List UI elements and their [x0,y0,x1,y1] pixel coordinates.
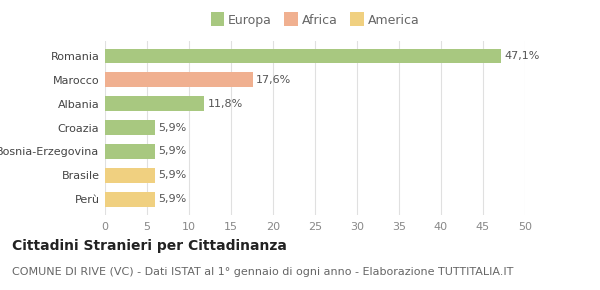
Text: 5,9%: 5,9% [158,194,186,204]
Text: 5,9%: 5,9% [158,146,186,157]
Text: 47,1%: 47,1% [504,51,539,61]
Text: Cittadini Stranieri per Cittadinanza: Cittadini Stranieri per Cittadinanza [12,239,287,253]
Bar [105,192,155,207]
Bar [105,168,155,183]
Text: COMUNE DI RIVE (VC) - Dati ISTAT al 1° gennaio di ogni anno - Elaborazione TUTTI: COMUNE DI RIVE (VC) - Dati ISTAT al 1° g… [12,267,514,277]
Text: 5,9%: 5,9% [158,171,186,180]
Bar [105,120,155,135]
Bar [105,48,500,63]
Bar [105,96,204,111]
Text: 5,9%: 5,9% [158,123,186,133]
Bar [105,72,253,87]
Bar [105,144,155,159]
Text: 17,6%: 17,6% [256,75,292,85]
Legend: Europa, Africa, America: Europa, Africa, America [211,14,419,27]
Text: 11,8%: 11,8% [208,99,243,109]
